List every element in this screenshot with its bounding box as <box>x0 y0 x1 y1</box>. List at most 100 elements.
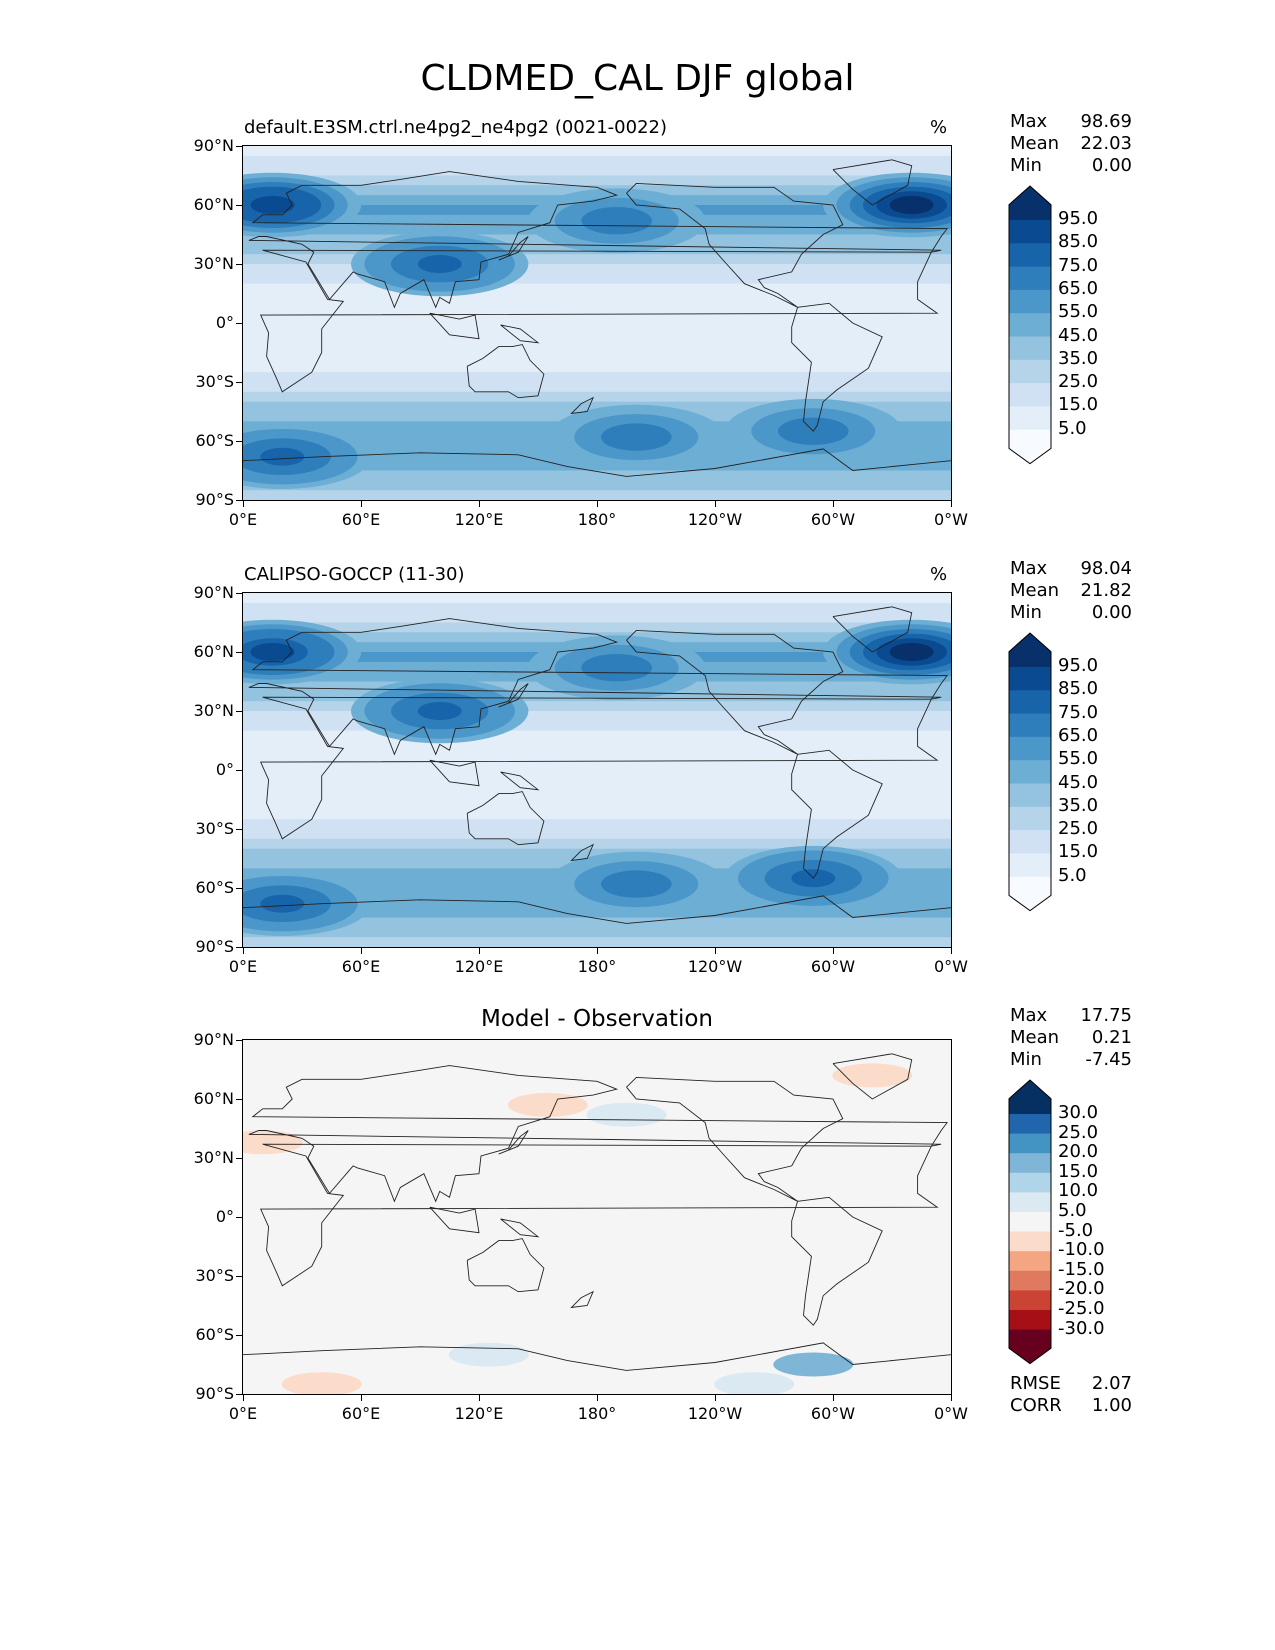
stat-value: 2.07 <box>1091 1373 1132 1394</box>
zonal-band <box>243 313 951 324</box>
colorbar-tick-label: 95.0 <box>1058 655 1099 676</box>
coastline-5 <box>832 159 913 206</box>
y-tick-label: 60°S <box>195 1325 234 1344</box>
colorbar-tick-label: 30.0 <box>1058 1102 1099 1123</box>
zonal-band <box>243 750 951 761</box>
maximum-contour-1 <box>250 196 295 214</box>
zonal-band <box>243 701 951 712</box>
x-tick-label: 0°E <box>228 957 258 976</box>
coastline-4 <box>466 344 545 399</box>
x-tick-label: 60°W <box>810 957 856 976</box>
x-tick-label: 60°E <box>341 957 381 976</box>
coastline-5 <box>832 606 913 653</box>
zonal-band <box>243 254 951 265</box>
panel-3-title: Model - Observation <box>480 1006 714 1032</box>
x-tick-mark <box>479 948 480 954</box>
zonal-band <box>243 720 951 732</box>
coastline-10 <box>498 236 529 261</box>
zonal-band <box>243 927 951 938</box>
y-tick-mark <box>236 770 242 771</box>
stat-row: Min 0.00 <box>1010 602 1132 624</box>
stat-row: Max 17.75 <box>1010 1005 1132 1027</box>
zonal-band <box>243 303 951 314</box>
colorbar-tick-label: 45.0 <box>1058 324 1099 346</box>
y-tick-label: 0° <box>215 760 234 779</box>
colorbar-tick-label: -30.0 <box>1058 1317 1105 1339</box>
x-tick-label: 0°W <box>934 957 968 976</box>
maximum-contour-4 <box>260 894 305 913</box>
map-canvas <box>243 593 951 947</box>
coastline-8 <box>500 1218 540 1238</box>
x-tick-mark <box>833 1395 834 1401</box>
panel-2-map <box>242 592 952 948</box>
zonal-band <box>243 829 951 840</box>
y-tick-mark <box>236 1158 242 1159</box>
y-tick-mark <box>236 1099 242 1100</box>
colorbar-tick-label: -15.0 <box>1058 1258 1105 1280</box>
anomaly-4 <box>448 1342 529 1367</box>
y-tick-label: 60°S <box>195 878 234 897</box>
x-tick-label: 120°W <box>687 1404 743 1423</box>
colorbar-tick-label: 35.0 <box>1058 347 1099 369</box>
x-tick-label: 60°E <box>341 1404 381 1423</box>
colorbar-tick-label: 75.0 <box>1058 701 1099 723</box>
coastline-2 <box>626 629 844 755</box>
colorbar-tick-label: 5.0 <box>1058 417 1087 439</box>
x-tick-label: 60°W <box>810 510 856 529</box>
anomaly-6 <box>281 1372 362 1394</box>
coastline-5 <box>832 1053 913 1100</box>
stat-value: -7.45 <box>1085 1049 1132 1070</box>
stat-label: Mean <box>1010 1027 1060 1048</box>
zonal-band <box>243 323 951 334</box>
coastline-6 <box>243 448 951 477</box>
x-tick-label: 0°E <box>228 1404 258 1423</box>
coastline-2 <box>626 1076 844 1202</box>
zonal-band <box>243 146 951 157</box>
map-canvas <box>243 146 951 500</box>
coastline-4 <box>466 1238 545 1293</box>
coastline-3 <box>791 1196 883 1326</box>
stat-value: 17.75 <box>1080 1005 1132 1026</box>
y-tick-mark <box>236 146 242 147</box>
maximum-contour-3 <box>594 211 639 230</box>
x-tick-label: 120°W <box>687 957 743 976</box>
coastline-0 <box>260 249 939 393</box>
zonal-band <box>243 730 951 742</box>
x-tick-mark <box>479 1395 480 1401</box>
x-tick-label: 180° <box>577 957 617 976</box>
coastline-3 <box>791 749 883 879</box>
coastline-7 <box>429 1206 480 1234</box>
zonal-band <box>243 283 951 295</box>
x-tick-label: 120°E <box>454 1404 504 1423</box>
panel-1-map <box>242 145 952 501</box>
stat-label: Min <box>1010 602 1042 623</box>
stat-value: 21.82 <box>1080 580 1132 601</box>
x-tick-label: 0°E <box>228 510 258 529</box>
zonal-band <box>243 770 951 781</box>
colorbar-tick-label: 45.0 <box>1058 771 1099 793</box>
zonal-band <box>243 819 951 830</box>
x-tick-mark <box>597 948 598 954</box>
colorbar-tick-label: 20.0 <box>1058 1141 1099 1163</box>
colorbar-tick-label: 15.0 <box>1058 1160 1099 1182</box>
maximum-contour-0 <box>889 196 934 214</box>
zonal-band <box>243 293 951 304</box>
zonal-band <box>243 799 951 810</box>
colorbar-tick-label: -25.0 <box>1058 1298 1105 1319</box>
zonal-band <box>243 779 951 791</box>
x-tick-mark <box>715 1395 716 1401</box>
panel-1-units: % <box>930 117 948 138</box>
y-tick-label: 60°N <box>193 1089 234 1108</box>
y-tick-label: 30°S <box>195 372 234 391</box>
y-tick-mark <box>236 500 242 501</box>
y-tick-mark <box>236 947 242 948</box>
x-tick-mark <box>361 1395 362 1401</box>
zonal-band <box>243 740 951 751</box>
maximum-contour-1 <box>250 643 295 661</box>
stat-value: 1.00 <box>1091 1395 1132 1416</box>
y-tick-mark <box>236 205 242 206</box>
coastline-10 <box>498 683 529 708</box>
zonal-band <box>243 470 951 481</box>
maximum-contour-5 <box>614 428 659 447</box>
coastline-7 <box>429 759 480 787</box>
